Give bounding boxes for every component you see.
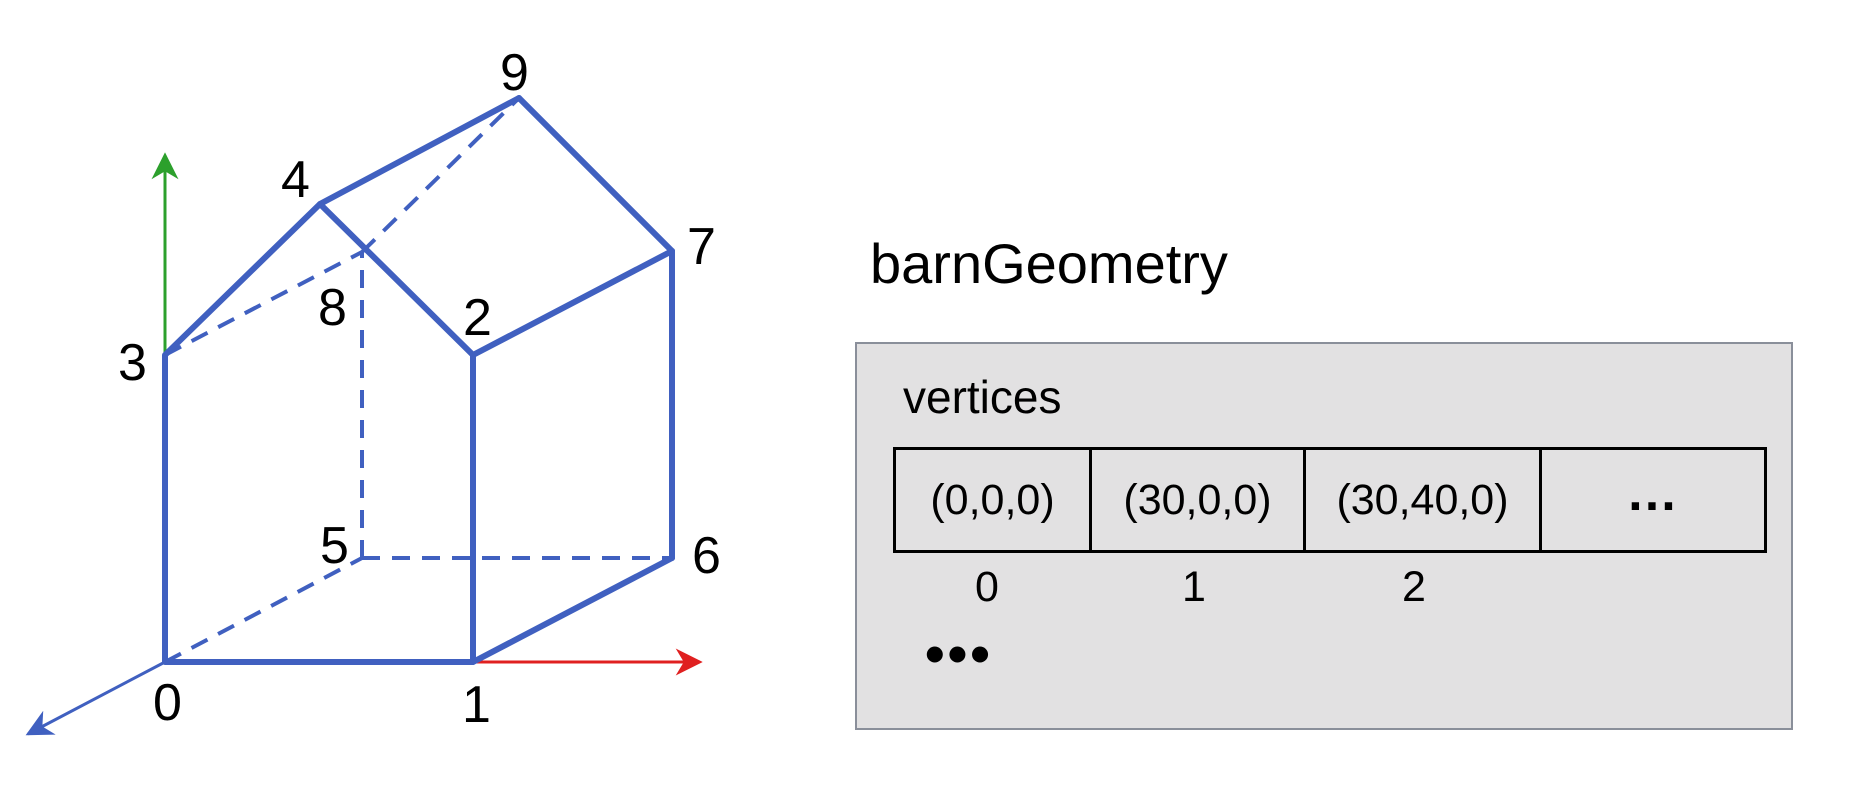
vertex-label-2: 2 — [463, 289, 492, 347]
hidden-edge-8-9 — [360, 96, 521, 254]
edge-7-9 — [516, 95, 675, 254]
edge-2-7 — [470, 248, 675, 358]
vertex-label-9: 9 — [500, 44, 529, 102]
geometry-object-box: vertices (0,0,0) (30,0,0) (30,40,0) … 0 … — [855, 342, 1793, 730]
vertex-label-6: 6 — [692, 527, 721, 585]
vertex-label-4: 4 — [281, 151, 310, 209]
vertex-label-5: 5 — [320, 517, 349, 575]
vertex-label-7: 7 — [687, 218, 716, 276]
z-axis-arrow — [25, 660, 166, 736]
hidden-edge-3-8 — [164, 250, 363, 357]
edge-1-6 — [470, 555, 675, 665]
vertex-label-3: 3 — [118, 334, 147, 392]
vertex-cell-2: (30,40,0) — [1306, 450, 1542, 550]
array-index-1: 1 — [1182, 563, 1206, 611]
vertex-cell-more: … — [1626, 464, 1680, 522]
front-face — [162, 201, 476, 665]
array-index-0: 0 — [975, 563, 999, 611]
vertex-cell-0: (0,0,0) — [896, 450, 1092, 550]
barn-diagram: 0 1 2 3 4 5 6 7 8 9 — [25, 44, 721, 736]
vertex-label-8: 8 — [318, 279, 347, 337]
vertex-cell-1: (30,0,0) — [1092, 450, 1306, 550]
hidden-edge-0-5 — [164, 556, 363, 664]
vertices-array: (0,0,0) (30,0,0) (30,40,0) … — [893, 447, 1767, 553]
edge-4-9 — [317, 95, 522, 207]
array-index-2: 2 — [1402, 563, 1426, 611]
vertex-label-0: 0 — [153, 674, 182, 732]
vertex-label-1: 1 — [462, 676, 491, 734]
vertices-field-label: vertices — [903, 371, 1062, 423]
geometry-title: barnGeometry — [870, 232, 1228, 295]
more-fields-ellipsis: ••• — [925, 622, 993, 685]
